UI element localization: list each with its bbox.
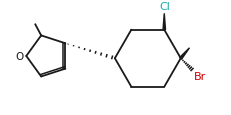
Text: O: O <box>15 52 23 61</box>
Text: Br: Br <box>193 72 205 82</box>
Polygon shape <box>179 48 189 59</box>
Polygon shape <box>162 14 165 30</box>
Text: Cl: Cl <box>159 2 169 12</box>
